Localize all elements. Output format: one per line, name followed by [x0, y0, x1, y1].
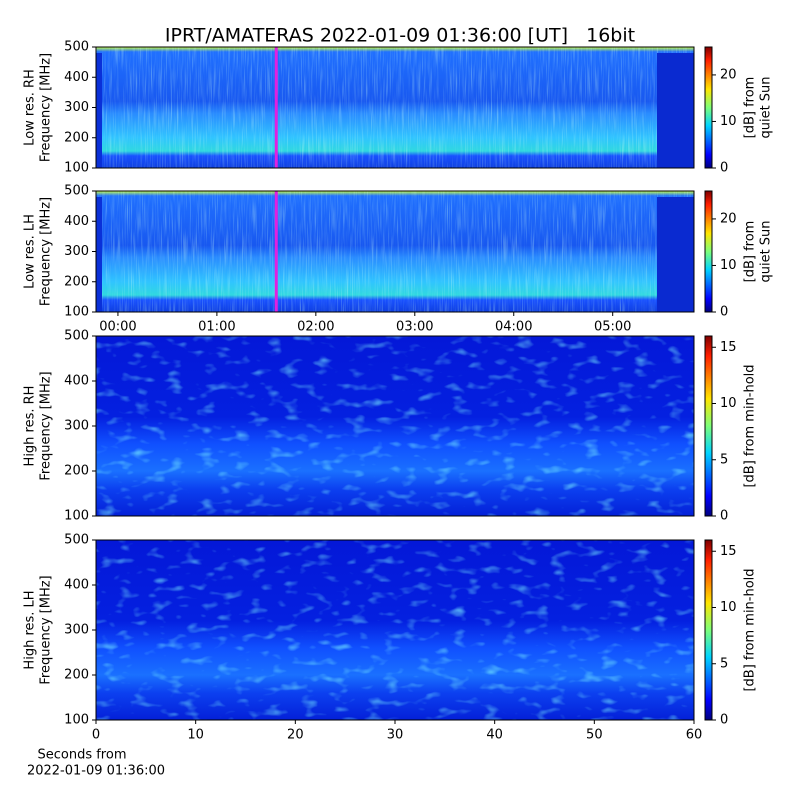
x-tick-label: 02:00 — [297, 320, 334, 335]
y-tick-label: 500 — [64, 40, 89, 55]
y-tick-label: 200 — [64, 464, 89, 479]
colorbar-frame — [704, 46, 713, 169]
y-tick-label: 200 — [64, 130, 89, 145]
colorbar-label: [dB] from — [743, 221, 758, 283]
colorbar — [705, 540, 712, 720]
x-tick-label: 50 — [586, 728, 603, 743]
y-axis-label: High res. LH — [23, 590, 38, 669]
colorbar-label: quiet Sun — [759, 76, 774, 138]
y-axis-label: Frequency [MHz] — [39, 575, 54, 684]
spectrogram-texture — [96, 47, 694, 168]
spectrogram-texture — [96, 336, 694, 516]
colorbar-tick-label: 0 — [720, 161, 728, 176]
y-axis-label: Frequency [MHz] — [39, 53, 54, 162]
colorbar-frame — [704, 539, 713, 721]
chart-title: IPRT/AMATERAS 2022-01-09 01:36:00 [UT] 1… — [165, 25, 635, 47]
y-tick-label: 400 — [64, 214, 89, 229]
no-data-left — [96, 53, 102, 168]
x-tick-label: 05:00 — [594, 320, 631, 335]
colorbar-tick-label: 10 — [720, 258, 737, 273]
y-tick-label: 500 — [64, 184, 89, 199]
colorbar-label: [dB] from min-hold — [743, 364, 758, 487]
y-tick-label: 200 — [64, 668, 89, 683]
colorbar — [705, 191, 712, 312]
x-tick-label: 40 — [486, 728, 503, 743]
colorbar-label: quiet Sun — [759, 220, 774, 282]
colorbar-tick-label: 0 — [720, 305, 728, 320]
colorbar-frame — [704, 335, 713, 517]
y-axis-label: Frequency [MHz] — [39, 371, 54, 480]
x-tick-label: 00:00 — [99, 320, 136, 335]
x-tick-label: 01:00 — [198, 320, 235, 335]
colorbar-tick-label: 10 — [720, 114, 737, 129]
y-tick-label: 300 — [64, 100, 89, 115]
y-tick-label: 400 — [64, 70, 89, 85]
x-tick-label: 60 — [686, 728, 703, 743]
colorbar — [705, 336, 712, 516]
colorbar-tick-label: 10 — [720, 396, 737, 411]
no-data-right — [657, 197, 694, 312]
y-axis-label: Frequency [MHz] — [39, 197, 54, 306]
colorbar-tick-label: 20 — [720, 211, 737, 226]
colorbar-tick-label: 0 — [720, 509, 728, 524]
colorbar-frame — [704, 190, 713, 313]
y-axis-label: Low res. RH — [23, 69, 38, 146]
x-tick-label: 10 — [187, 728, 204, 743]
y-tick-label: 500 — [64, 533, 89, 548]
x-tick-label: 0 — [92, 728, 100, 743]
colorbar-tick-label: 15 — [720, 340, 737, 355]
no-data-right — [657, 53, 694, 168]
colorbar-label: [dB] from — [743, 77, 758, 139]
y-tick-label: 100 — [64, 509, 89, 524]
colorbar-tick-label: 5 — [720, 452, 728, 467]
spectrogram-texture — [96, 540, 694, 720]
colorbar-tick-label: 5 — [720, 656, 728, 671]
x-tick-label: 30 — [387, 728, 404, 743]
colorbar-tick-label: 20 — [720, 67, 737, 82]
x-axis-label: 2022-01-09 01:36:00 — [27, 764, 165, 779]
x-axis-label: Seconds from — [37, 748, 126, 763]
x-tick-label: 04:00 — [495, 320, 532, 335]
no-data-left — [96, 197, 102, 312]
y-tick-label: 300 — [64, 623, 89, 638]
colorbar-tick-label: 15 — [720, 544, 737, 559]
x-tick-label: 20 — [287, 728, 304, 743]
y-tick-label: 200 — [64, 274, 89, 289]
y-tick-label: 100 — [64, 713, 89, 728]
colorbar-tick-label: 0 — [720, 713, 728, 728]
colorbar-label: [dB] from min-hold — [743, 568, 758, 691]
y-tick-label: 300 — [64, 244, 89, 259]
y-tick-label: 100 — [64, 305, 89, 320]
colorbar-tick-label: 10 — [720, 600, 737, 615]
x-tick-label: 03:00 — [396, 320, 433, 335]
y-tick-label: 300 — [64, 419, 89, 434]
y-tick-label: 100 — [64, 161, 89, 176]
y-axis-label: High res. RH — [23, 386, 38, 467]
colorbar — [705, 47, 712, 168]
y-tick-label: 500 — [64, 329, 89, 344]
y-axis-label: Low res. LH — [23, 214, 38, 289]
y-tick-label: 400 — [64, 374, 89, 389]
spectrogram-texture — [96, 191, 694, 312]
y-tick-label: 400 — [64, 578, 89, 593]
